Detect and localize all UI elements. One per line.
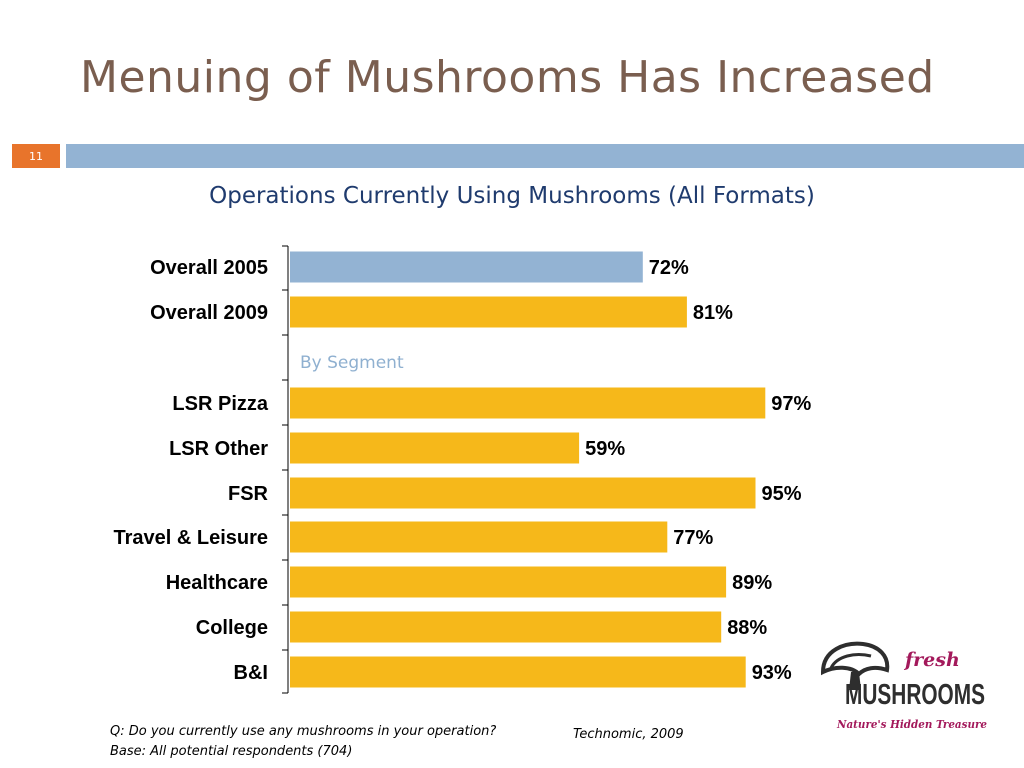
- bar: [290, 656, 746, 688]
- logo-brand-text: MUSHROOMS: [845, 679, 985, 711]
- fresh-mushrooms-logo: fresh MUSHROOMS Nature's Hidden Treasure: [820, 641, 987, 731]
- slide-title: Menuing of Mushrooms Has Increased: [80, 52, 935, 103]
- bar: [290, 521, 668, 553]
- category-label: LSR Other: [169, 438, 268, 460]
- bar: [290, 251, 643, 283]
- footnote-base: Base: All potential respondents (704): [110, 744, 353, 759]
- bar: [290, 387, 766, 419]
- data-label: 72%: [649, 257, 689, 279]
- group-label-by-segment: By Segment: [300, 353, 404, 373]
- category-label: Travel & Leisure: [113, 527, 268, 549]
- data-label: 59%: [585, 438, 625, 460]
- source-citation: Technomic, 2009: [573, 727, 684, 742]
- data-label: 95%: [762, 483, 802, 505]
- logo-fresh-text: fresh: [903, 649, 960, 671]
- category-label: College: [196, 617, 268, 639]
- bar: [290, 566, 727, 598]
- data-label: 81%: [693, 302, 733, 324]
- chart-axis: [282, 245, 289, 694]
- category-label: Healthcare: [166, 572, 268, 594]
- data-label: 93%: [752, 662, 792, 684]
- data-label: 77%: [673, 527, 713, 549]
- data-label: 89%: [732, 572, 772, 594]
- data-label: 97%: [771, 393, 811, 415]
- category-label: FSR: [228, 483, 269, 505]
- chart-title: Operations Currently Using Mushrooms (Al…: [209, 183, 815, 209]
- category-label: LSR Pizza: [172, 393, 268, 415]
- footnote-question: Q: Do you currently use any mushrooms in…: [110, 724, 497, 739]
- bar: [290, 432, 580, 464]
- category-label: Overall 2005: [150, 257, 268, 279]
- category-label: B&I: [234, 662, 268, 684]
- data-label: 88%: [727, 617, 767, 639]
- bar: [290, 477, 756, 509]
- bar: [290, 296, 687, 328]
- chart-bars: Overall 2005 72% Overall 2009 81% LSR Pizza 9…: [113, 251, 812, 688]
- bar: [290, 611, 722, 643]
- footnote: Q: Do you currently use any mushrooms in…: [110, 722, 496, 762]
- title-divider-bar: [66, 144, 1024, 168]
- logo-tagline: Nature's Hidden Treasure: [836, 717, 987, 731]
- mushroom-icon: [820, 641, 890, 690]
- slide-number: 11: [12, 144, 60, 168]
- category-label: Overall 2009: [150, 302, 268, 324]
